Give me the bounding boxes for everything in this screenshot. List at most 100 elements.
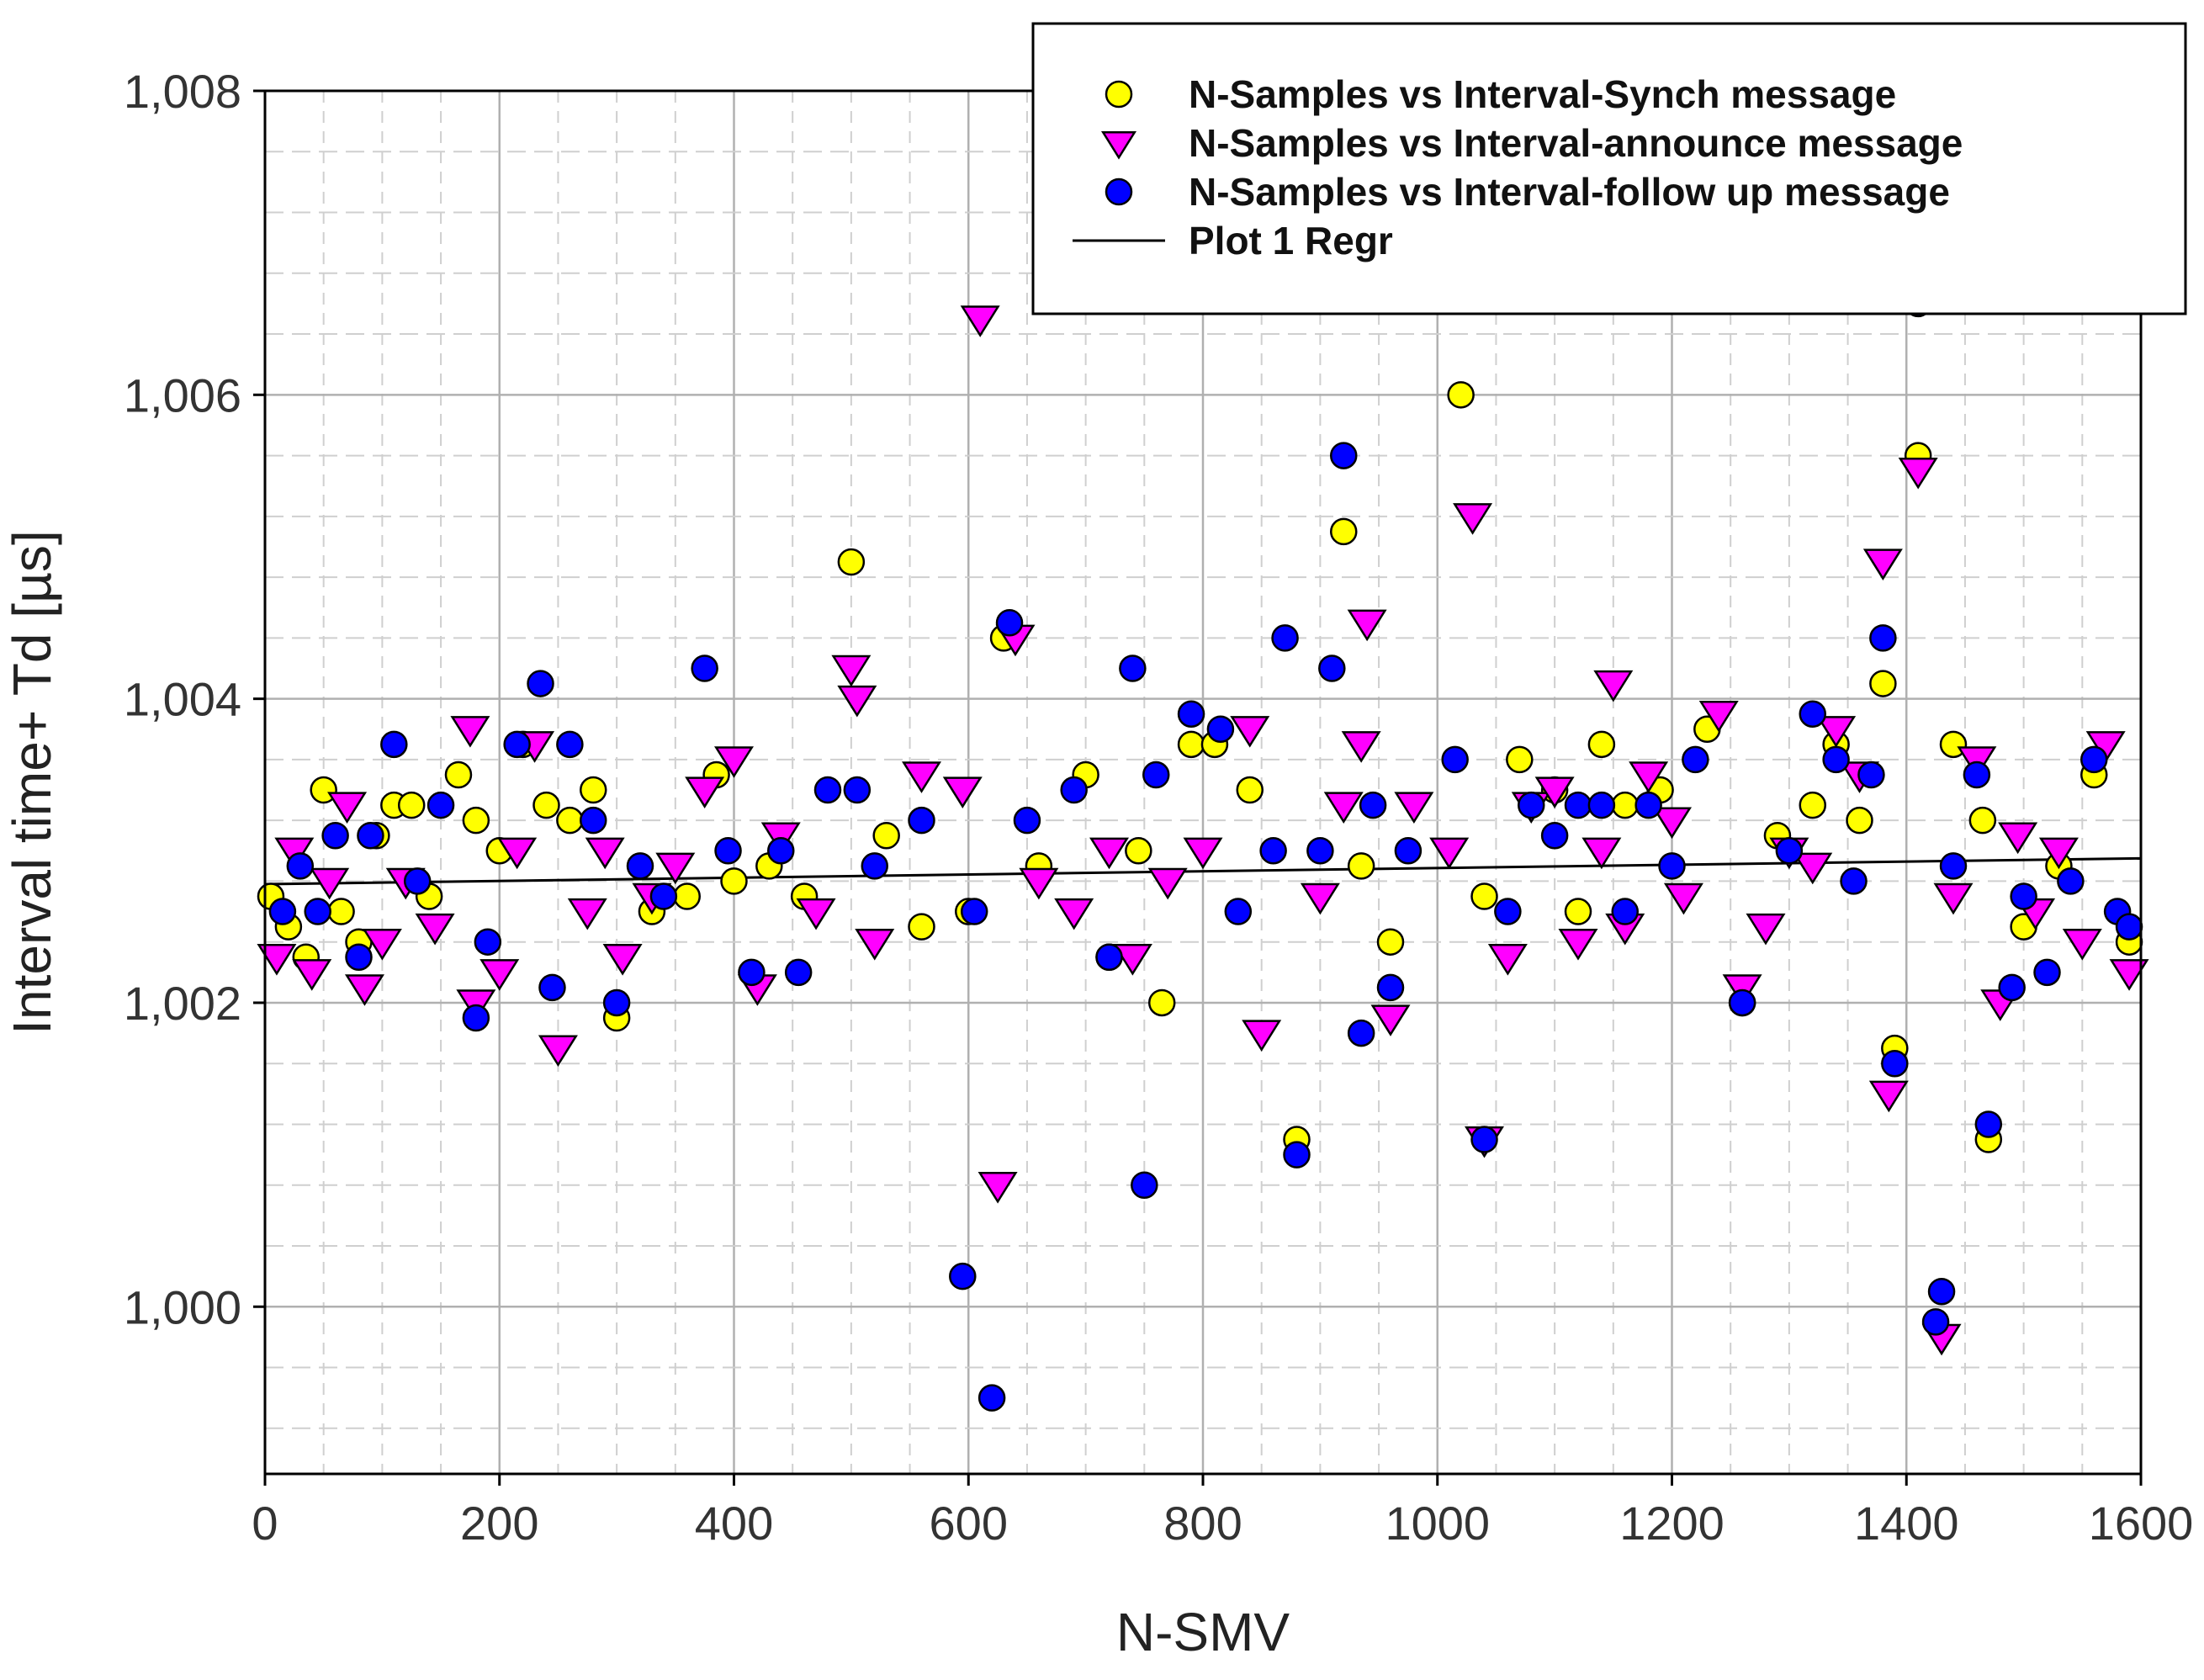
data-point-circle	[767, 837, 795, 865]
data-point-triangle	[796, 898, 836, 930]
data-point-circle	[1447, 381, 1475, 409]
data-point-triangle	[1323, 792, 1364, 824]
data-point-circle	[503, 730, 531, 759]
data-point-triangle	[1663, 882, 1703, 915]
data-point-circle	[538, 973, 566, 1002]
x-tick-label: 1000	[1385, 1497, 1490, 1550]
data-point-triangle	[1453, 503, 1493, 535]
legend-box	[1031, 22, 2187, 315]
data-point-circle	[556, 730, 584, 759]
data-point-circle	[580, 806, 607, 835]
data-point-triangle	[1347, 609, 1387, 642]
data-point-circle	[843, 776, 872, 804]
data-point-circle	[327, 898, 355, 925]
data-point-triangle	[1112, 944, 1152, 976]
data-point-circle	[714, 837, 742, 865]
data-point-circle	[1682, 745, 1709, 774]
data-point-triangle	[1629, 761, 1669, 793]
y-tick-label: 1,006	[124, 368, 241, 421]
data-point-triangle	[479, 959, 520, 991]
data-point-circle	[1318, 655, 1346, 682]
data-point-circle	[1330, 442, 1358, 469]
data-point-triangle	[837, 685, 877, 718]
data-point-circle	[1775, 837, 1804, 865]
data-point-circle	[1634, 791, 1662, 819]
data-point-circle	[397, 791, 426, 819]
data-point-triangle	[567, 898, 607, 930]
data-point-circle	[1470, 882, 1498, 910]
data-point-triangle	[1429, 837, 1470, 870]
data-point-triangle	[942, 776, 983, 808]
data-point-circle	[837, 548, 866, 576]
data-point-circle	[1869, 624, 1897, 652]
data-point-circle	[813, 776, 842, 804]
legend-label: N-Samples vs Interval-follow up message	[1189, 170, 1950, 214]
data-point-circle	[1840, 867, 1868, 895]
data-point-circle	[580, 776, 607, 804]
tick-labels: 0 200 400 600 800 1000 1200 1400 1600 1,000 1,002 1…	[124, 65, 2193, 1550]
data-point-circle	[1224, 898, 1253, 925]
data-point-circle	[462, 1004, 490, 1032]
data-point-circle	[691, 655, 718, 682]
data-point-circle	[532, 791, 560, 819]
data-point-circle	[1658, 852, 1686, 880]
data-point-circle	[1441, 745, 1469, 774]
legend-label: N-Samples vs Interval-announce message	[1189, 121, 1963, 165]
data-point-circle	[426, 791, 455, 819]
data-point-circle	[1206, 715, 1235, 744]
data-point-circle	[626, 852, 654, 880]
data-point-circle	[1939, 852, 1968, 880]
data-point-circle	[1822, 745, 1850, 774]
data-point-circle	[444, 761, 473, 789]
data-point-circle	[268, 898, 297, 925]
data-point-circle	[1799, 791, 1826, 819]
data-point-triangle	[1147, 867, 1188, 900]
data-point-triangle	[1341, 731, 1381, 763]
x-axis-title: N-SMV	[1116, 1602, 1290, 1662]
data-point-circle	[403, 867, 432, 895]
data-point-circle	[1611, 898, 1639, 925]
data-point-triangle	[362, 928, 402, 961]
data-point-triangle	[497, 837, 538, 870]
data-point-triangle	[685, 776, 725, 808]
data-point-circle	[1259, 837, 1287, 865]
data-point-circle	[1236, 776, 1264, 804]
data-point-circle	[1846, 806, 1873, 835]
data-point-triangle	[1998, 822, 2038, 855]
data-point-triangle	[1534, 776, 1575, 808]
data-point-circle	[1939, 730, 1968, 759]
data-point-triangle	[415, 913, 455, 946]
data-point-circle	[1013, 806, 1041, 835]
data-point-circle	[1177, 730, 1205, 759]
x-tick-label: 400	[695, 1497, 773, 1550]
data-point-triangle	[292, 959, 332, 991]
x-tick-label: 0	[252, 1497, 278, 1550]
data-point-circle	[1587, 730, 1616, 759]
x-tick-label: 800	[1163, 1497, 1242, 1550]
data-point-circle	[995, 609, 1024, 637]
data-point-circle	[1564, 898, 1592, 925]
data-point-triangle	[1868, 1080, 1909, 1113]
data-point-circle	[1060, 776, 1088, 804]
data-point-circle	[1142, 761, 1170, 789]
data-point-circle	[872, 821, 900, 850]
data-point-triangle	[831, 655, 872, 687]
axes	[253, 89, 2143, 1486]
data-point-triangle	[1862, 549, 1903, 580]
series-2	[268, 289, 2143, 1412]
data-point-triangle	[901, 761, 942, 793]
data-point-circle	[286, 852, 315, 880]
regression-line	[264, 856, 2142, 886]
data-point-circle	[1376, 928, 1405, 956]
data-point-triangle	[960, 305, 1000, 337]
data-point-triangle	[602, 944, 643, 976]
data-point-triangle	[2062, 928, 2102, 961]
data-point-triangle	[1019, 867, 1059, 900]
y-axis-title: Interval time+ Td [µs]	[2, 530, 62, 1034]
legend: N-Samples vs Interval-Synch message N-Sam…	[1031, 22, 2187, 315]
data-point-circle	[1177, 700, 1205, 728]
data-point-triangle	[344, 974, 384, 1006]
data-point-circle	[1518, 791, 1545, 819]
data-point-triangle	[1933, 882, 1974, 915]
